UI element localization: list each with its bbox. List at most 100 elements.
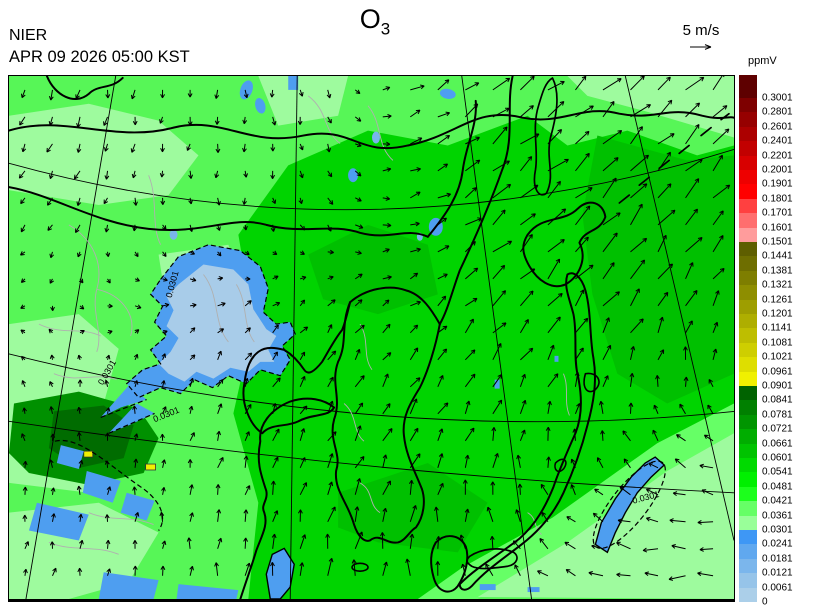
wind-arrow	[629, 372, 635, 387]
wind-arrow	[547, 373, 559, 388]
wind-arrow	[545, 426, 551, 441]
wind-arrow	[189, 277, 197, 282]
colorbar-tick-label: 0.1601	[762, 222, 793, 234]
wind-arrow	[619, 486, 631, 496]
wind-arrow	[464, 241, 476, 253]
wind-arrow	[382, 222, 392, 228]
wind-arrow	[76, 406, 82, 414]
wind-arrow	[355, 224, 364, 229]
wind-arrow	[648, 462, 659, 469]
wind-arrow	[103, 197, 108, 205]
wind-arrow	[382, 113, 392, 119]
wind-arrow	[354, 425, 362, 441]
wind-arrow	[105, 89, 111, 99]
wind-reference-arrow-icon	[690, 44, 712, 50]
wind-arrow	[547, 101, 565, 118]
wind-arrow	[519, 373, 526, 387]
wind-arrow	[671, 544, 686, 550]
wind-arrow	[107, 303, 113, 309]
wind-arrow	[21, 143, 27, 153]
wind-arrow	[160, 143, 165, 153]
forecast-map: 0.0301 0.0301 0.0301 0.0301	[8, 75, 735, 602]
colorbar-tick-label: 0	[762, 596, 768, 608]
wind-arrow	[299, 351, 306, 361]
wind-arrow	[575, 317, 589, 334]
wind-arrow	[326, 89, 332, 99]
ozone-shading-layer	[9, 76, 734, 599]
wind-arrow	[437, 453, 444, 468]
colorbar-segment	[739, 587, 757, 603]
wind-arrow	[409, 272, 419, 280]
wind-arrow	[437, 245, 450, 253]
wind-arrow	[19, 116, 26, 126]
wind-arrow	[188, 170, 194, 179]
wind-arrow	[354, 375, 365, 388]
wind-arrow	[575, 205, 591, 226]
wind-arrow	[327, 249, 334, 255]
wind-arrow	[519, 319, 529, 334]
wind-arrow	[657, 151, 671, 172]
wind-arrow	[657, 291, 669, 307]
wind-arrow	[575, 130, 590, 145]
wind-arrow	[217, 456, 224, 469]
wind-arrow	[189, 512, 194, 522]
wind-arrow	[437, 273, 448, 280]
wind-arrow	[712, 184, 731, 199]
wind-arrow	[437, 295, 447, 307]
wind-arrow	[105, 251, 111, 258]
wind-arrow	[78, 513, 83, 522]
wind-arrow	[630, 259, 646, 280]
wind-arrow	[161, 380, 166, 387]
colorbar-segment	[739, 530, 757, 545]
wind-arrow	[299, 250, 305, 255]
wind-arrow	[299, 534, 307, 549]
wind-arrow	[630, 104, 651, 118]
wind-arrow	[50, 433, 56, 441]
wind-arrow	[657, 76, 671, 91]
wind-arrow	[49, 541, 55, 549]
wind-arrow	[492, 452, 499, 468]
wind-arrow	[162, 277, 168, 282]
wind-arrow	[217, 302, 226, 307]
wind-arrow	[630, 237, 648, 253]
wind-arrow	[382, 196, 391, 201]
wind-arrow	[189, 432, 195, 442]
wind-arrow	[547, 292, 563, 307]
wind-arrow	[602, 129, 623, 145]
wind-arrow	[299, 170, 304, 179]
wind-arrow	[464, 508, 470, 522]
wind-arrow	[104, 514, 110, 522]
wind-arrow	[162, 302, 170, 308]
wind-arrow	[189, 377, 194, 387]
colorbar-segment	[739, 357, 757, 373]
colorbar-segment	[739, 501, 757, 517]
wind-arrow	[48, 459, 54, 468]
colorbar-segment	[739, 242, 757, 257]
wind-arrow	[189, 565, 194, 576]
wind-arrow	[214, 89, 220, 99]
wind-arrow	[676, 434, 686, 442]
wind-arrow	[685, 290, 698, 307]
wind-arrow	[217, 379, 224, 388]
wind-arrow	[657, 263, 674, 280]
wind-arrow	[408, 479, 414, 495]
wind-arrow	[76, 485, 82, 495]
wind-arrow	[161, 459, 167, 468]
colorbar-tick-label: 0.0481	[762, 481, 793, 493]
wind-arrow	[77, 251, 82, 258]
wind-arrow	[77, 567, 83, 576]
wind-arrow	[354, 273, 363, 280]
colorbar-tick-label: 0.0901	[762, 380, 793, 392]
wind-arrow	[244, 485, 251, 496]
wind-arrow	[354, 299, 363, 307]
wind-arrow	[657, 133, 675, 145]
wind-arrow	[48, 116, 54, 126]
wind-arrow	[190, 302, 197, 308]
wind-arrow	[570, 484, 576, 495]
wind-arrow	[409, 427, 419, 442]
wind-arrow	[437, 325, 448, 334]
wind-arrow	[465, 297, 478, 307]
wind-arrow	[79, 329, 85, 335]
colorbar-tick-label: 0.1701	[762, 207, 793, 219]
